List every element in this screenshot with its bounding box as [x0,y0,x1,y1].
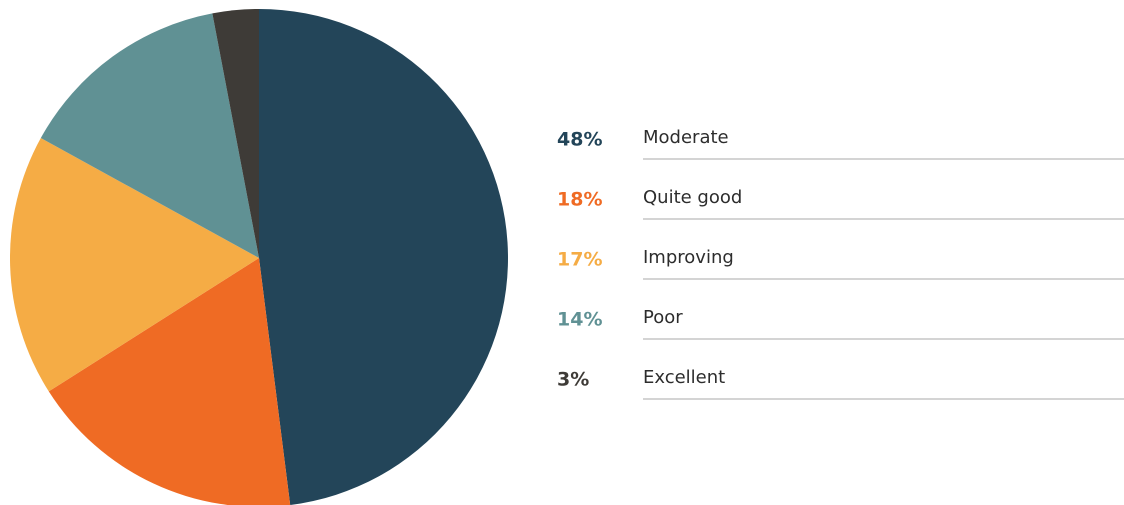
pie-slice [9,138,259,392]
legend-label: Excellent [643,367,725,388]
pie-slice [48,258,291,505]
legend-value: 17% [557,249,602,271]
legend-value: 18% [557,189,602,211]
legend-label: Improving [643,247,734,268]
legend-value: 14% [557,309,602,331]
pie-slice [259,9,508,505]
legend-value: 3% [557,369,589,391]
pie-slice [212,9,259,258]
legend-label: Moderate [643,127,729,148]
legend-label: Poor [643,307,683,328]
pie-slice [40,13,259,258]
legend-value: 48% [557,129,602,151]
legend-label: Quite good [643,187,742,208]
